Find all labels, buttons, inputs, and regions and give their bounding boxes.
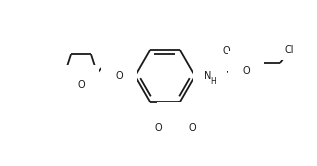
Text: Cl: Cl [284, 45, 294, 55]
Text: N: N [171, 117, 179, 127]
Text: O: O [154, 123, 162, 133]
Text: O: O [77, 80, 85, 90]
Text: N: N [204, 71, 212, 81]
Text: H: H [210, 77, 216, 85]
Text: O: O [115, 71, 123, 81]
Text: O: O [188, 123, 196, 133]
Text: O: O [242, 66, 250, 76]
Text: H: H [207, 72, 213, 81]
Text: O: O [222, 46, 230, 56]
